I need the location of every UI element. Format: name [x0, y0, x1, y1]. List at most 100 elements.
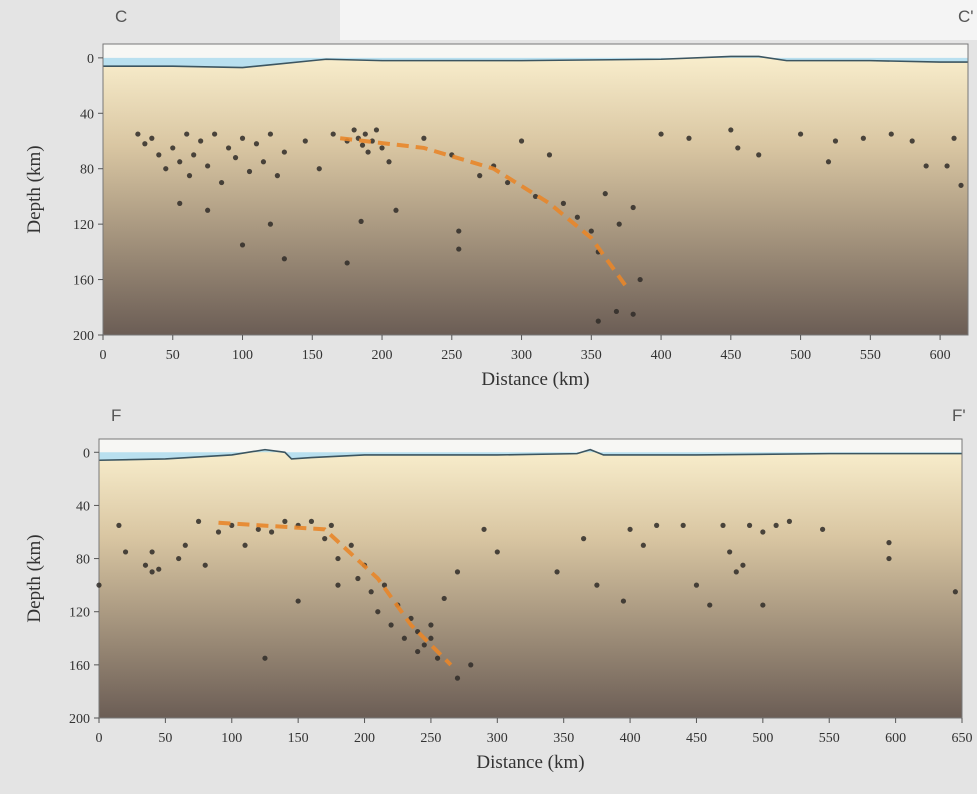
- y-tick-label: 80: [80, 163, 94, 178]
- earthquake: [142, 141, 148, 147]
- earthquake: [122, 549, 129, 555]
- slide-strip: [340, 0, 977, 40]
- y-tick-label: 40: [80, 107, 94, 122]
- earthquake: [375, 609, 381, 615]
- earthquake: [202, 562, 208, 568]
- x-tick-label: 300: [511, 348, 532, 363]
- earthquake: [198, 138, 204, 144]
- earthquake: [693, 582, 700, 588]
- earthquake: [594, 582, 600, 588]
- y-tick-label: 200: [69, 712, 90, 727]
- earthquake: [786, 518, 793, 524]
- earthquake: [456, 246, 462, 252]
- earthquake: [322, 536, 328, 542]
- earthquake: [532, 193, 539, 200]
- earthquake: [951, 135, 957, 141]
- earthquake: [760, 529, 766, 535]
- earthquake: [886, 540, 892, 546]
- earthquake: [454, 675, 461, 681]
- y-axis-label: Depth (km): [24, 145, 45, 233]
- earthquake: [368, 589, 374, 595]
- section-start-label: F: [111, 406, 121, 425]
- y-tick-label: 0: [83, 446, 90, 461]
- earthquake: [149, 135, 155, 141]
- section-start-label: C: [115, 7, 127, 26]
- earthquake: [255, 526, 261, 532]
- earthquake: [630, 311, 636, 317]
- plot-area: [99, 439, 962, 718]
- earthquake: [658, 131, 664, 137]
- earthquake: [116, 522, 122, 528]
- x-tick-label: 300: [487, 731, 508, 746]
- earthquake: [595, 318, 601, 324]
- earthquake: [477, 173, 483, 179]
- earthquake: [428, 622, 434, 628]
- earthquake: [184, 131, 190, 137]
- earthquake: [351, 127, 357, 133]
- y-tick-label: 0: [87, 52, 94, 67]
- earthquake: [760, 602, 766, 608]
- y-tick-label: 200: [73, 329, 94, 344]
- earthquake: [832, 138, 839, 144]
- earthquake: [373, 127, 380, 133]
- x-tick-label: 150: [302, 348, 323, 363]
- earthquake: [720, 522, 726, 528]
- earthquake: [401, 635, 407, 641]
- earthquake: [909, 138, 915, 144]
- earthquake: [640, 542, 646, 548]
- y-axis-label: Depth (km): [24, 534, 45, 622]
- earthquake: [344, 260, 350, 266]
- earthquake: [797, 131, 804, 137]
- earthquake: [415, 648, 421, 655]
- earthquake: [212, 131, 218, 137]
- x-tick-label: 100: [232, 348, 253, 363]
- earthquake: [215, 529, 222, 535]
- earthquake: [205, 207, 211, 213]
- earthquake: [156, 152, 162, 158]
- earthquake: [365, 149, 371, 155]
- earthquake: [379, 145, 385, 151]
- earthquake: [176, 555, 182, 562]
- earthquake: [191, 152, 197, 158]
- x-tick-label: 100: [221, 731, 242, 746]
- plot-frame: [102, 43, 969, 336]
- earthquake: [295, 598, 301, 604]
- earthquake: [620, 598, 627, 604]
- earthquake: [630, 204, 636, 211]
- earthquake: [627, 526, 633, 532]
- earthquake: [888, 131, 894, 137]
- slab-line: [339, 136, 628, 288]
- earthquake: [358, 218, 364, 224]
- earthquake: [96, 582, 102, 588]
- earthquake: [281, 256, 287, 262]
- earthquake: [239, 135, 246, 141]
- earthquake: [740, 562, 746, 568]
- earthquake: [773, 522, 779, 528]
- earthquake: [504, 179, 511, 186]
- earthquake: [554, 569, 560, 575]
- earthquake: [707, 602, 713, 608]
- earthquake: [269, 529, 275, 535]
- x-tick-label: 500: [752, 731, 773, 746]
- earthquake: [434, 655, 441, 661]
- earthquake: [177, 200, 183, 206]
- x-tick-label: 400: [620, 731, 641, 746]
- earthquake: [616, 221, 622, 227]
- earthquake: [825, 159, 832, 165]
- earthquake: [186, 173, 193, 179]
- section-end-label: C': [958, 7, 974, 26]
- earthquake: [428, 635, 434, 641]
- x-tick-label: 650: [952, 731, 973, 746]
- x-tick-label: 450: [720, 348, 741, 363]
- plot-frame: [98, 438, 963, 719]
- x-tick-label: 0: [96, 731, 103, 746]
- earthquake: [225, 145, 232, 151]
- earthquake: [316, 166, 322, 172]
- x-tick-label: 200: [354, 731, 375, 746]
- earthquake: [421, 642, 427, 648]
- earthquake: [581, 536, 587, 542]
- water: [99, 449, 962, 461]
- earthquake: [135, 131, 141, 137]
- earthquake: [468, 662, 474, 668]
